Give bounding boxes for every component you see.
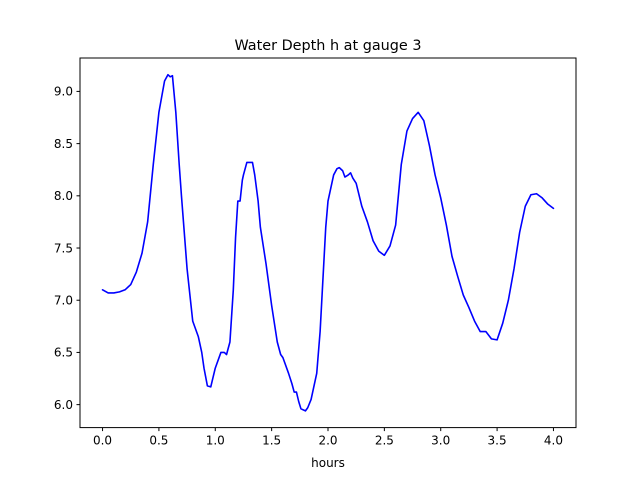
x-tick-label: 2.5 [375, 434, 394, 448]
x-tick-label: 2.0 [318, 434, 337, 448]
y-tick-label: 9.0 [54, 85, 73, 99]
y-tick-label: 8.0 [54, 189, 73, 203]
x-tick-label: 3.0 [431, 434, 450, 448]
series-group [101, 73, 555, 412]
x-tick-label: 0.0 [93, 434, 112, 448]
x-tick-label: 1.5 [262, 434, 281, 448]
y-tick-label: 8.5 [54, 137, 73, 151]
chart-title: Water Depth h at gauge 3 [234, 38, 421, 54]
x-axis: 0.0 0.5 1.0 1.5 2.0 2.5 3.0 3.5 4.0 [93, 427, 563, 448]
plot-frame [79, 57, 577, 429]
y-tick-label: 6.0 [54, 398, 73, 412]
x-axis-label: hours [311, 456, 345, 470]
y-axis: 6.0 6.5 7.0 7.5 8.0 8.5 9.0 [54, 85, 80, 412]
x-tick-label: 3.5 [488, 434, 507, 448]
y-tick-label: 7.5 [54, 241, 73, 255]
y-tick-label: 6.5 [54, 346, 73, 360]
x-tick-label: 0.5 [149, 434, 168, 448]
series-line-0 [101, 73, 555, 412]
x-tick-label: 1.0 [206, 434, 225, 448]
x-tick-label: 4.0 [544, 434, 563, 448]
y-tick-label: 7.0 [54, 294, 73, 308]
